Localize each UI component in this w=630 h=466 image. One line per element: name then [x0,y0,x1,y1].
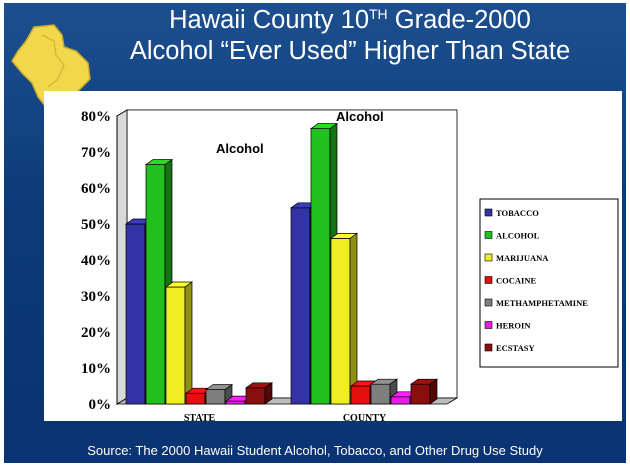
y-tick-label: 80% [81,109,111,125]
bar-marijuana-county [330,238,351,405]
bar-marijuana-state [165,286,186,405]
legend-swatch-ecstasy [484,343,493,352]
bar-side-ecstasy-state [264,382,273,405]
legend-swatch-heroin [484,321,493,329]
bar-methamphetamine-county [370,383,391,405]
legend-box [479,198,619,368]
y-tick-label: 0% [89,397,112,413]
bar-ecstasy-state [245,387,266,405]
bars [124,122,439,405]
y-tick-label: 70% [81,145,111,161]
bar-tobacco-county [290,207,311,405]
title-line-1-text: Hawaii County 10 [169,6,369,34]
slide-background: Hawaii County 10TH Grade-2000 Alcohol “E… [4,3,626,463]
bar-cocaine-state [185,392,206,405]
legend-label-methamphetamine: METHAMPHETAMINE [496,298,588,308]
legend-swatch-tobacco [484,208,493,217]
y-tick-label: 20% [81,325,111,341]
legend-label-marijuana: MARIJUANA [496,253,549,263]
bar-alcohol-county [310,128,331,405]
bar-heroin-county [390,396,411,405]
slide-title: Hawaii County 10TH Grade-2000 Alcohol “E… [74,5,626,67]
y-tick-label: 60% [81,181,111,197]
chart-side-wall [116,109,128,405]
annotations: Alcohol Alcohol [216,109,384,156]
tick-labels: 0% 10% 20% 30% 40% 50% 60% 70% 80% STATE COUNTY [81,109,387,424]
legend-label-tobacco: TOBACCO [496,208,539,218]
y-tick-label: 50% [81,217,111,233]
bar-methamphetamine-state [205,389,226,405]
bar-tobacco-state [125,223,146,405]
x-category-label-state: STATE [184,413,216,421]
bar-ecstasy-county [410,383,431,405]
legend-swatch-alcohol [484,231,493,239]
title-line-1: Hawaii County 10TH Grade-2000 [74,5,626,36]
bar-alcohol-state [145,164,166,405]
bar-cocaine-county [350,385,371,405]
x-category-label-county: COUNTY [343,413,387,421]
legend-label-ecstasy: ECSTASY [496,343,535,353]
legend-swatch-marijuana [484,253,493,262]
y-tick-label: 40% [81,253,111,269]
chart-panel: 0% 10% 20% 30% 40% 50% 60% 70% 80% STATE COUNTY Al… [44,91,622,424]
title-superscript: TH [369,6,388,22]
y-tick-label: 30% [81,289,111,305]
legend-swatch-methamphetamine [484,298,493,307]
y-tick-label: 10% [81,361,111,377]
legend-label-cocaine: COCAINE [496,276,536,286]
legend-swatch-cocaine [484,276,493,284]
bar-side-ecstasy-county [429,378,438,405]
legend-label-alcohol: ALCOHOL [496,231,540,241]
legend-label-heroin: HEROIN [496,321,531,331]
annotation-alcohol-county: Alcohol [336,109,384,124]
title-line-2: Alcohol “Ever Used” Higher Than State [129,37,571,65]
bar-side-marijuana-state [184,281,193,405]
annotation-alcohol-state: Alcohol [216,141,264,156]
bar-heroin-state [225,400,246,405]
legend: TOBACCO ALCOHOL MARIJUANA COCAINE METHAMPHET… [479,198,619,368]
bar-side-marijuana-county [349,232,358,405]
source-footnote: Source: The 2000 Hawaii Student Alcohol,… [87,443,543,458]
title-line-1-suffix: Grade-2000 [387,6,531,34]
bar-chart: 0% 10% 20% 30% 40% 50% 60% 70% 80% STATE COUNTY Al… [81,109,619,424]
